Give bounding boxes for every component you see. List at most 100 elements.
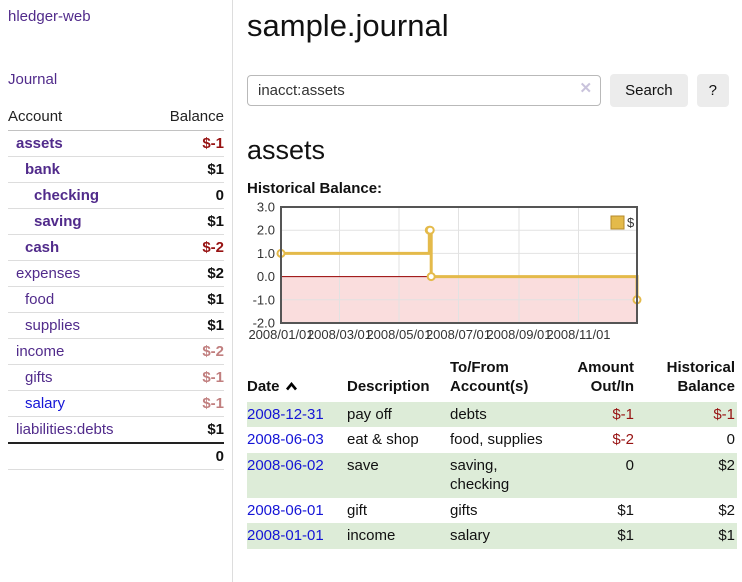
transaction-description: save [347, 456, 379, 474]
transaction-date-link[interactable]: 2008-06-01 [247, 501, 324, 519]
sidebar: hledger-web Journal Account Balance asse… [0, 0, 233, 582]
account-balance: $-1 [202, 395, 224, 412]
accounts-total-balance: 0 [215, 448, 224, 465]
register-header-accounts: To/From Account(s) [450, 359, 529, 395]
chart-title: Historical Balance: [247, 180, 383, 197]
nav-journal-link[interactable]: Journal [8, 71, 58, 88]
account-balance: $1 [207, 317, 224, 334]
transaction-accounts: saving, checking [450, 456, 510, 494]
account-link-food[interactable]: food [25, 291, 55, 308]
account-heading: assets [247, 135, 326, 165]
account-balance: $-1 [202, 135, 224, 152]
account-link-bank[interactable]: bank [25, 161, 61, 178]
register-row: 2008-06-03 eat & shop food, supplies $-2 0 [247, 427, 737, 453]
search-button[interactable]: Search [610, 74, 688, 107]
account-row: bank $1 [8, 156, 224, 183]
account-balance: $1 [207, 291, 224, 308]
svg-text:2008/05/01: 2008/05/01 [366, 327, 431, 342]
account-row: assets $-1 [8, 130, 224, 157]
transaction-balance: $2 [718, 501, 735, 519]
transaction-balance: $1 [718, 527, 735, 544]
historical-balance-chart: $3.0 2.0 1.0 0.0 -1.0 -2.0 2008/01/01 2008/03/0… [247, 200, 742, 343]
transaction-date-link[interactable]: 2008-12-31 [247, 405, 324, 423]
svg-text:2008/09/01: 2008/09/01 [486, 327, 551, 342]
account-link-assets[interactable]: assets [16, 135, 63, 152]
register-row: 2008-06-01 gift gifts $1 $2 [247, 498, 737, 524]
account-balance: $1 [207, 213, 224, 230]
account-link-gifts[interactable]: gifts [25, 369, 53, 386]
account-row: gifts $-1 [8, 364, 224, 391]
transaction-amount: $1 [617, 501, 634, 519]
svg-text:2008/07/01: 2008/07/01 [426, 327, 491, 342]
account-row: income $-2 [8, 338, 224, 365]
svg-text:2008/03/01: 2008/03/01 [307, 327, 372, 342]
account-link-checking[interactable]: checking [34, 187, 100, 204]
page-title: sample.journal [247, 8, 449, 43]
transaction-amount: 0 [625, 456, 634, 474]
transaction-amount: $-1 [612, 405, 634, 423]
svg-text:2008/11/01: 2008/11/01 [546, 327, 610, 342]
search-input[interactable] [247, 75, 602, 106]
transaction-balance: $2 [718, 456, 735, 474]
account-link-liabilities-debts[interactable]: liabilities:debts [16, 421, 114, 438]
register-row: 2008-06-02 save saving, checking 0 $2 [247, 452, 737, 498]
account-balance: $-2 [202, 239, 224, 256]
transaction-accounts: salary [450, 527, 491, 544]
accounts-header-row: Account Balance [8, 104, 224, 131]
main-content: sample.journal ✕ Search ? assets Histori… [233, 0, 742, 582]
account-balance: 0 [215, 187, 224, 204]
register-header-date-label: Date [247, 377, 280, 395]
svg-text:2008/01/01: 2008/01/01 [248, 327, 313, 342]
register-row: 2008-01-01 income salary $1 $1 [247, 523, 737, 549]
clear-search-icon[interactable]: ✕ [579, 80, 593, 97]
account-balance: $-1 [202, 369, 224, 386]
account-link-supplies[interactable]: supplies [25, 317, 81, 334]
svg-text:$: $ [627, 215, 635, 230]
transaction-description: income [347, 527, 396, 544]
svg-text:-2.0: -2.0 [253, 316, 275, 331]
help-button[interactable]: ? [696, 74, 729, 107]
accounts-header-balance: Balance [150, 104, 224, 131]
transaction-accounts: debts [450, 405, 487, 423]
svg-text:3.0: 3.0 [257, 200, 275, 215]
account-row: expenses $2 [8, 260, 224, 287]
register-table: Date Description To/From Account(s) Amou… [247, 357, 737, 549]
transaction-description: gift [347, 501, 368, 519]
account-link-expenses[interactable]: expenses [16, 265, 81, 282]
search-box: ✕ [247, 75, 602, 106]
transaction-accounts: food, supplies [450, 431, 543, 448]
account-link-cash[interactable]: cash [25, 239, 60, 256]
register-header-date[interactable]: Date [247, 357, 347, 402]
svg-text:1.0: 1.0 [257, 246, 275, 261]
account-row: liabilities:debts $1 [8, 416, 224, 444]
brand-link[interactable]: hledger-web [8, 8, 91, 25]
transaction-accounts: gifts [450, 501, 478, 519]
transaction-date-link[interactable]: 2008-01-01 [247, 527, 324, 544]
account-link-saving[interactable]: saving [34, 213, 82, 230]
svg-text:-1.0: -1.0 [253, 292, 275, 307]
transaction-amount: $1 [617, 527, 634, 544]
account-balance: $1 [207, 161, 224, 178]
svg-text:0.0: 0.0 [257, 269, 275, 284]
register-header-amount: Amount Out/In [577, 359, 634, 395]
register-row: 2008-12-31 pay off debts $-1 $-1 [247, 401, 737, 427]
register-header-description: Description [347, 377, 430, 395]
account-balance: $1 [207, 421, 224, 438]
sort-ascending-icon [285, 381, 297, 391]
register-header-balance: Historical Balance [666, 359, 735, 395]
transaction-description: eat & shop [347, 431, 419, 448]
account-link-salary[interactable]: salary [25, 395, 66, 412]
accounts-header-account: Account [8, 104, 151, 131]
transaction-date-link[interactable]: 2008-06-02 [247, 456, 324, 474]
svg-text:2.0: 2.0 [257, 223, 275, 238]
accounts-total-row: 0 [8, 442, 224, 470]
accounts-table: Account Balance assets $-1 bank $1 checking 0… [8, 104, 224, 470]
transaction-date-link[interactable]: 2008-06-03 [247, 431, 324, 448]
account-row: food $1 [8, 286, 224, 313]
register-header-row: Date Description To/From Account(s) Amou… [247, 357, 737, 402]
account-balance: $2 [207, 265, 224, 282]
transaction-description: pay off [347, 405, 392, 423]
account-row: cash $-2 [8, 234, 224, 261]
account-link-income[interactable]: income [16, 343, 65, 360]
